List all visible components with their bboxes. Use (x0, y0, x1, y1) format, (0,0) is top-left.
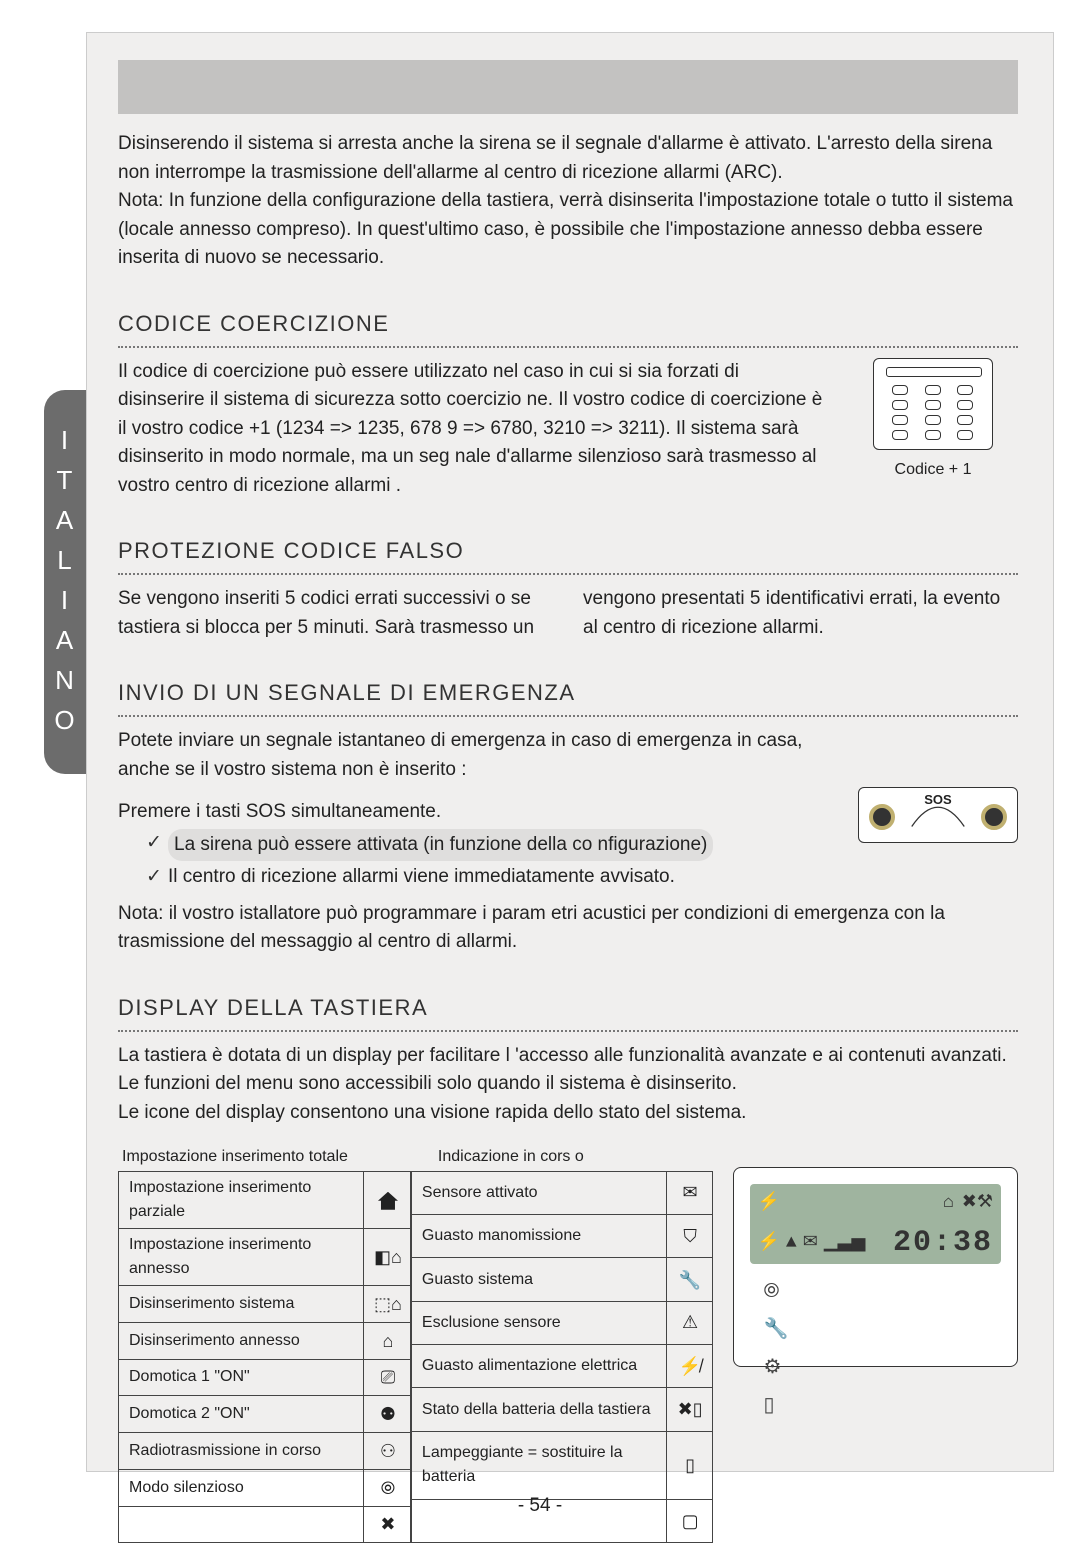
icon-label: Impostazione inserimento annesso (119, 1229, 364, 1286)
emergenza-intro: Potete inviare un segnale istantaneo di … (118, 727, 820, 784)
batt-icon: ▯ (764, 1390, 789, 1420)
table-row: Guasto manomissione⛉ (411, 1214, 712, 1258)
icon-label: Sensore attivato (411, 1172, 666, 1215)
icon-label: Guasto manomissione (411, 1214, 666, 1258)
table-row: Sensore attivato✉ (411, 1172, 712, 1215)
side-letter: A (56, 620, 74, 660)
page-content: Disinserendo il sistema si arresta anche… (118, 130, 1018, 1543)
header-bar (118, 60, 1018, 114)
house-outline-icon: ⌂ (364, 1322, 411, 1359)
table-row: Domotica 2 "ON"⚉ (119, 1396, 411, 1433)
batt-x-icon: ✖▯ (666, 1388, 712, 1432)
table-row: Radiotrasmissione in corso⚇ (119, 1433, 411, 1470)
sos-diagram: SOS (858, 787, 1018, 843)
language-side-tab: I T A L I A N O (44, 390, 86, 774)
bars-icon: ▁▃▅ (824, 1230, 866, 1257)
icon-label: Stato della batteria della tastiera (411, 1388, 666, 1432)
house-full-icon (364, 1172, 411, 1229)
icon-label: Esclusione sensore (411, 1301, 666, 1344)
side-letter: N (55, 660, 75, 700)
coercizione-body: Il codice di coercizione può essere util… (118, 358, 830, 501)
wrench-icon: 🔧 (764, 1314, 789, 1344)
section-title-falso: PROTEZIONE CODICE FALSO (118, 534, 1018, 567)
table-row: Impostazione inserimento annesso◧⌂ (119, 1229, 411, 1286)
section-title-emergenza: INVIO DI UN SEGNALE DI EMERGENZA (118, 676, 1018, 709)
icon-label: Domotica 2 "ON" (119, 1396, 364, 1433)
plug-icon: ⚡ (758, 1190, 780, 1217)
intro-paragraph: Disinserendo il sistema si arresta anche… (118, 130, 1018, 273)
section-title-display: DISPLAY DELLA TASTIERA (118, 991, 1018, 1024)
page-number: - 54 - (0, 1495, 1080, 1517)
table-row: Lampeggiante = sostituire la batteria▯ (411, 1431, 712, 1499)
waves-icon: ⦾ (764, 1276, 789, 1306)
side-letter: I (61, 420, 69, 460)
keypad-figure: Codice + 1 (848, 358, 1018, 482)
icon-label: Guasto alimentazione elettrica (411, 1344, 666, 1388)
falso-col2: vengono presentati 5 identificativi erra… (583, 585, 1018, 642)
icon-label: Radiotrasmissione in corso (119, 1433, 364, 1470)
side-letter: O (54, 700, 75, 740)
⚠-icon: ⚠ (666, 1301, 712, 1344)
icon-label: Disinserimento sistema (119, 1286, 364, 1323)
side-letter: I (61, 580, 69, 620)
sos-button-left-icon (869, 804, 895, 830)
icon-label: Domotica 1 "ON" (119, 1359, 364, 1396)
dotted-rule (118, 715, 1018, 717)
side-letter: L (57, 540, 72, 580)
batt-icon: ▯ (666, 1431, 712, 1499)
table-row: Guasto sistema🔧 (411, 1258, 712, 1302)
table-row: Domotica 1 "ON"⎚ (119, 1359, 411, 1396)
tbl-header-right: Indicazione in cors o (434, 1145, 588, 1172)
dotted-rule (118, 573, 1018, 575)
plug1-icon: ⚉ (364, 1396, 411, 1433)
table-row: Guasto alimentazione elettrica⚡̸ (411, 1344, 712, 1388)
icon-table-right: Sensore attivato✉Guasto manomissione⛉Gua… (411, 1171, 713, 1543)
keypad-caption: Codice + 1 (848, 458, 1018, 482)
table-row: Impostazione inserimento parziale (119, 1172, 411, 1229)
dotted-rule (118, 346, 1018, 348)
keypad-display-figure: ⚡ ⌂ ✖⚒ ⚡ ▲ ✉ ▁▃▅ 20:38 ⦾ 🔧 ⚙ ▯ (733, 1167, 1019, 1367)
emergenza-li2: Il centro di ricezione allarmi viene imm… (168, 863, 820, 892)
falso-col1: Se vengono inseriti 5 codici errati succ… (118, 585, 553, 642)
warning-icon: ▲ (786, 1230, 797, 1257)
display-body: La tastiera è dotata di un display per f… (118, 1042, 1018, 1128)
side-letter: T (57, 460, 74, 500)
plug2-icon: ⚇ (364, 1433, 411, 1470)
house-icon: ⌂ (943, 1190, 954, 1217)
house-half-icon: ◧⌂ (364, 1229, 411, 1286)
emergenza-press: Premere i tasti SOS simultaneamente. (118, 798, 820, 827)
emergenza-li1: La sirena può essere attivata (in funzio… (168, 829, 713, 862)
✉-icon: ✉ (666, 1172, 712, 1215)
table-row: Stato della batteria della tastiera✖▯ (411, 1388, 712, 1432)
plug-box-icon: ⎚ (364, 1359, 411, 1396)
wrench-icon: 🔧 (666, 1258, 712, 1302)
section-title-coercizione: CODICE COERCIZIONE (118, 307, 1018, 340)
table-row: Esclusione sensore⚠ (411, 1301, 712, 1344)
tool-icon: ✖⚒ (962, 1190, 993, 1217)
lcd-time: 20:38 (893, 1221, 993, 1266)
plug-x-icon: ⚡̸ (666, 1344, 712, 1388)
icon-label: Disinserimento annesso (119, 1322, 364, 1359)
sos-button-right-icon (981, 804, 1007, 830)
icon-table-left: Impostazione inserimento parzialeImposta… (118, 1171, 411, 1543)
dotted-rule (118, 1030, 1018, 1032)
icon-label: Guasto sistema (411, 1258, 666, 1302)
keypad-icon (873, 358, 993, 450)
icon-label: Lampeggiante = sostituire la batteria (411, 1431, 666, 1499)
tbl-header-left: Impostazione inserimento totale (118, 1145, 352, 1172)
table-row: Disinserimento sistema⬚⌂ (119, 1286, 411, 1323)
emergenza-note: Nota: il vostro istallatore può programm… (118, 900, 1018, 957)
house-outline-low-icon: ⬚⌂ (364, 1286, 411, 1323)
batt-x-icon: ⚙ (764, 1352, 789, 1382)
shield-icon: ⛉ (666, 1214, 712, 1258)
plug-icon: ⚡ (758, 1230, 780, 1257)
side-letter: A (56, 500, 74, 540)
table-row: Disinserimento annesso⌂ (119, 1322, 411, 1359)
icon-label: Impostazione inserimento parziale (119, 1172, 364, 1229)
mail-icon: ✉ (803, 1230, 818, 1257)
